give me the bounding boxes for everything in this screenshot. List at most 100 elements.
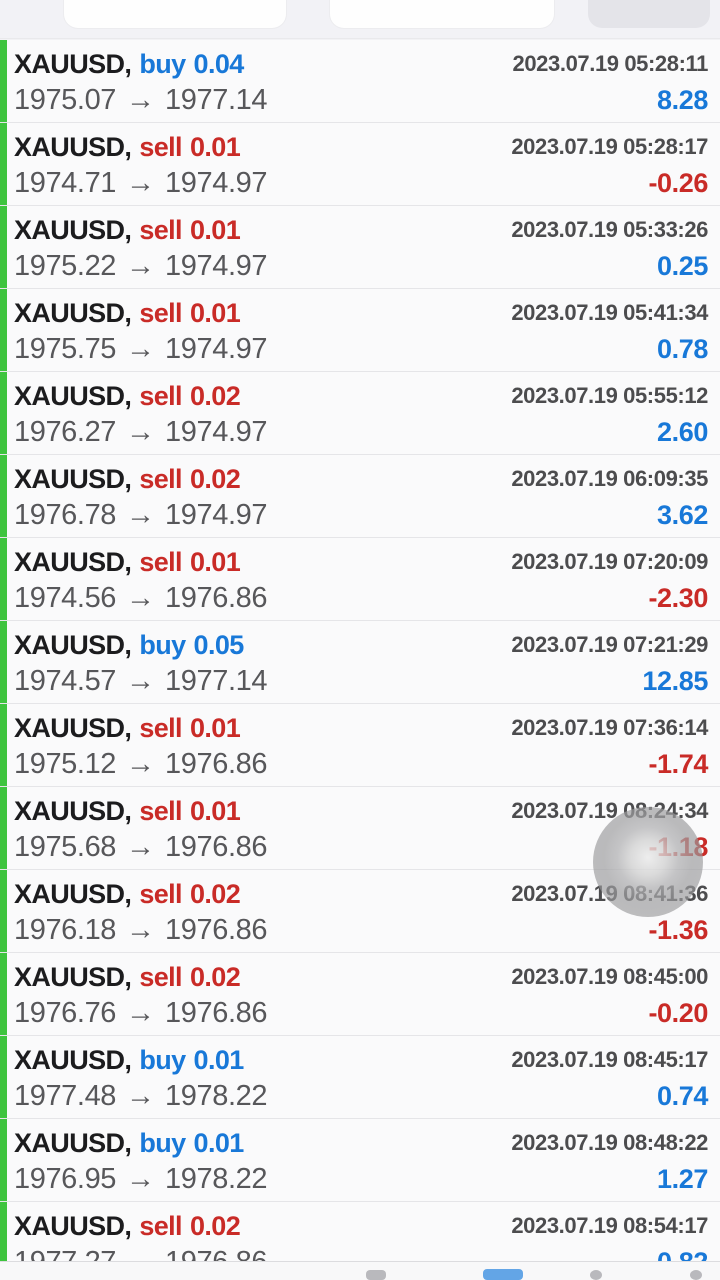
row-status-bar bbox=[0, 538, 7, 620]
trade-open-price: 1975.75 bbox=[14, 332, 117, 365]
arrow-right-icon: → bbox=[126, 498, 156, 531]
trade-open-price: 1977.48 bbox=[14, 1079, 117, 1112]
trade-profit: 0.78 bbox=[657, 333, 708, 364]
nav-history-active-icon[interactable] bbox=[483, 1269, 523, 1280]
trade-volume: 0.02 bbox=[189, 380, 241, 411]
row-status-bar bbox=[0, 372, 7, 454]
trade-history-row[interactable]: XAUUSD, sell 0.02 2023.07.19 05:55:12 19… bbox=[0, 372, 720, 455]
trade-close-datetime: 2023.07.19 08:45:00 bbox=[511, 964, 708, 989]
trade-close-datetime: 2023.07.19 07:36:14 bbox=[511, 715, 708, 740]
trade-history-row[interactable]: XAUUSD, sell 0.01 2023.07.19 07:36:14 19… bbox=[0, 704, 720, 787]
trade-volume: 0.02 bbox=[189, 1210, 241, 1241]
arrow-right-icon: → bbox=[126, 1245, 156, 1263]
nav-messages-icon[interactable] bbox=[590, 1270, 602, 1280]
trade-close-price: 1976.86 bbox=[165, 581, 268, 614]
nav-settings-icon[interactable] bbox=[690, 1270, 702, 1280]
trade-close-datetime: 2023.07.19 08:41:36 bbox=[511, 881, 708, 906]
trade-symbol: XAUUSD, bbox=[14, 712, 132, 743]
trade-profit: -0.26 bbox=[648, 167, 708, 198]
arrow-right-icon: → bbox=[126, 83, 156, 116]
trade-action: sell bbox=[139, 297, 182, 328]
trade-open-price: 1975.07 bbox=[14, 83, 117, 116]
trade-symbol: XAUUSD, bbox=[14, 795, 132, 826]
trade-history-row[interactable]: XAUUSD, buy 0.04 2023.07.19 05:28:11 197… bbox=[0, 40, 720, 123]
row-status-bar bbox=[0, 123, 7, 205]
arrow-right-icon: → bbox=[126, 913, 156, 946]
bottom-nav-bar[interactable] bbox=[0, 1261, 720, 1280]
row-status-bar bbox=[0, 1202, 7, 1262]
trade-history-row[interactable]: XAUUSD, sell 0.02 2023.07.19 06:09:35 19… bbox=[0, 455, 720, 538]
trade-open-price: 1976.27 bbox=[14, 415, 117, 448]
trade-profit: -2.30 bbox=[648, 582, 708, 613]
trade-close-price: 1978.22 bbox=[165, 1162, 268, 1195]
trade-close-datetime: 2023.07.19 08:45:17 bbox=[511, 1047, 708, 1072]
trade-profit: 8.28 bbox=[657, 84, 708, 115]
trade-history-row[interactable]: XAUUSD, sell 0.01 2023.07.19 05:41:34 19… bbox=[0, 289, 720, 372]
trade-volume: 0.04 bbox=[193, 48, 245, 79]
trade-profit: -0.20 bbox=[648, 997, 708, 1028]
trade-close-price: 1974.97 bbox=[165, 166, 268, 199]
arrow-right-icon: → bbox=[126, 415, 156, 448]
row-status-bar bbox=[0, 621, 7, 703]
arrow-right-icon: → bbox=[126, 581, 156, 614]
trade-history-row[interactable]: XAUUSD, buy 0.05 2023.07.19 07:21:29 197… bbox=[0, 621, 720, 704]
trade-action: sell bbox=[139, 546, 182, 577]
trade-volume: 0.01 bbox=[189, 712, 241, 743]
row-status-bar bbox=[0, 1036, 7, 1118]
trade-history-row[interactable]: XAUUSD, buy 0.01 2023.07.19 08:48:22 197… bbox=[0, 1119, 720, 1202]
trade-symbol: XAUUSD, bbox=[14, 131, 132, 162]
trade-volume: 0.01 bbox=[193, 1127, 245, 1158]
row-status-bar bbox=[0, 1119, 7, 1201]
trade-symbol: XAUUSD, bbox=[14, 48, 132, 79]
row-status-bar bbox=[0, 787, 7, 869]
row-status-bar bbox=[0, 953, 7, 1035]
row-status-bar bbox=[0, 289, 7, 371]
trade-action: buy bbox=[139, 48, 186, 79]
trade-volume: 0.01 bbox=[189, 131, 241, 162]
trade-close-price: 1976.86 bbox=[165, 830, 268, 863]
trade-history-row[interactable]: XAUUSD, sell 0.01 2023.07.19 07:20:09 19… bbox=[0, 538, 720, 621]
filter-apply-button[interactable] bbox=[588, 0, 710, 28]
date-to-field[interactable]: / / bbox=[330, 0, 554, 28]
row-status-bar bbox=[0, 206, 7, 288]
trade-profit: 3.62 bbox=[657, 499, 708, 530]
trade-close-price: 1974.97 bbox=[165, 249, 268, 282]
arrow-right-icon: → bbox=[126, 664, 156, 697]
trade-history-row[interactable]: XAUUSD, sell 0.01 2023.07.19 05:28:17 19… bbox=[0, 123, 720, 206]
trade-volume: 0.01 bbox=[193, 1044, 245, 1075]
nav-trade-icon[interactable] bbox=[366, 1270, 386, 1280]
arrow-right-icon: → bbox=[126, 830, 156, 863]
trade-history-row[interactable]: XAUUSD, sell 0.02 2023.07.19 08:54:17 19… bbox=[0, 1202, 720, 1262]
trade-history-row[interactable]: XAUUSD, buy 0.01 2023.07.19 08:45:17 197… bbox=[0, 1036, 720, 1119]
trade-open-price: 1974.57 bbox=[14, 664, 117, 697]
trade-volume: 0.02 bbox=[189, 961, 241, 992]
trade-history-row[interactable]: XAUUSD, sell 0.02 2023.07.19 08:45:00 19… bbox=[0, 953, 720, 1036]
date-from-field[interactable]: / / bbox=[64, 0, 286, 28]
trade-history-row[interactable]: XAUUSD, sell 0.02 2023.07.19 08:41:36 19… bbox=[0, 870, 720, 953]
trade-close-price: 1976.86 bbox=[165, 747, 268, 780]
history-filter-bar: / / / / bbox=[0, 0, 720, 39]
trade-close-datetime: 2023.07.19 05:55:12 bbox=[511, 383, 708, 408]
trade-close-datetime: 2023.07.19 08:54:17 bbox=[511, 1213, 708, 1238]
trade-close-price: 1978.22 bbox=[165, 1079, 268, 1112]
trade-open-price: 1976.76 bbox=[14, 996, 117, 1029]
trade-profit: 12.85 bbox=[642, 665, 708, 696]
trade-action: sell bbox=[139, 1210, 182, 1241]
trade-profit: 2.60 bbox=[657, 416, 708, 447]
trade-volume: 0.02 bbox=[189, 463, 241, 494]
trade-history-row[interactable]: XAUUSD, sell 0.01 2023.07.19 05:33:26 19… bbox=[0, 206, 720, 289]
trade-open-price: 1974.71 bbox=[14, 166, 117, 199]
trade-profit: 0.74 bbox=[657, 1080, 708, 1111]
trade-volume: 0.01 bbox=[189, 214, 241, 245]
arrow-right-icon: → bbox=[126, 747, 156, 780]
trade-action: buy bbox=[139, 629, 186, 660]
trade-action: sell bbox=[139, 795, 182, 826]
trade-symbol: XAUUSD, bbox=[14, 380, 132, 411]
trade-close-price: 1976.86 bbox=[165, 913, 268, 946]
trade-history-row[interactable]: XAUUSD, sell 0.01 2023.07.19 08:24:34 19… bbox=[0, 787, 720, 870]
trade-symbol: XAUUSD, bbox=[14, 1044, 132, 1075]
trade-action: sell bbox=[139, 131, 182, 162]
trade-history-list[interactable]: XAUUSD, buy 0.04 2023.07.19 05:28:11 197… bbox=[0, 40, 720, 1262]
trade-volume: 0.01 bbox=[189, 546, 241, 577]
trade-open-price: 1975.12 bbox=[14, 747, 117, 780]
